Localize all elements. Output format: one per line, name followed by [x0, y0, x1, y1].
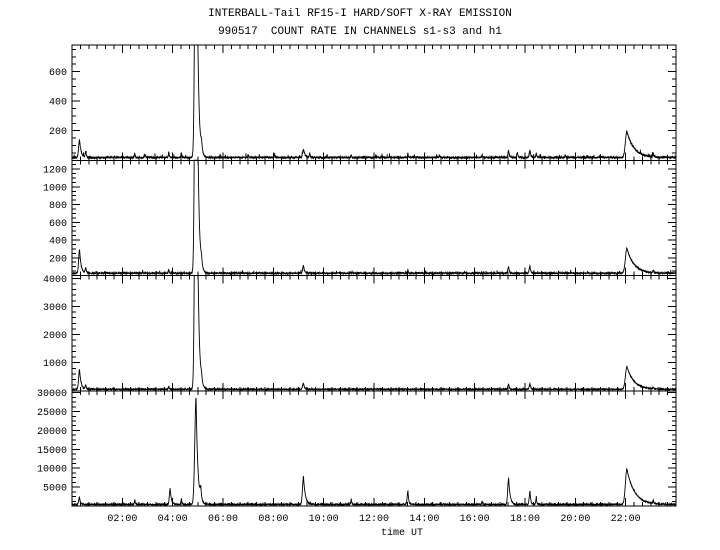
ytick-label: 30000 — [37, 389, 67, 400]
ytick-label: 20000 — [37, 427, 67, 438]
xtick-label: 22:00 — [611, 514, 641, 525]
xtick-label: 10:00 — [309, 514, 339, 525]
xtick-label: 02:00 — [107, 514, 137, 525]
ytick-label: 1200 — [43, 166, 67, 177]
ytick-label: 15000 — [37, 446, 67, 457]
ytick-label: 25000 — [37, 408, 67, 419]
xtick-label: 20:00 — [560, 514, 590, 525]
panel-box-s3 — [71, 275, 677, 392]
xtick-label: 14:00 — [409, 514, 439, 525]
chart-subtitle: 990517 COUNT RATE IN CHANNELS s1-s3 and … — [218, 26, 502, 38]
series-s1 — [71, 44, 677, 161]
xtick-label: 16:00 — [460, 514, 490, 525]
ytick-label: 200 — [49, 127, 67, 138]
panel-box-s2 — [71, 159, 677, 276]
ytick-label: 10000 — [37, 465, 67, 476]
panel-s3: 1000 2000 3000 4000 — [43, 275, 677, 392]
ytick-label: 2000 — [43, 331, 67, 342]
ytick-label: 600 — [49, 68, 67, 79]
ytick-label: 400 — [49, 98, 67, 109]
panel-box-s1 — [71, 44, 677, 161]
panel-s2: 200 400 600 800 1000 1200 — [43, 159, 677, 276]
series-s2 — [71, 159, 677, 276]
series-h1 — [71, 397, 677, 507]
xtick-label: 06:00 — [208, 514, 238, 525]
panel-box-h1 — [71, 390, 677, 507]
xtick-label: 18:00 — [510, 514, 540, 525]
ytick-label: 800 — [49, 201, 67, 212]
ytick-label: 600 — [49, 219, 67, 230]
x-axis-labels: 02:00 04:00 06:00 08:00 10:00 12:00 14:00 16:00… — [107, 514, 640, 539]
xtick-label: 12:00 — [359, 514, 389, 525]
xtick-label: 04:00 — [158, 514, 188, 525]
ytick-label: 4000 — [43, 275, 67, 286]
panel-s1: 200 400 600 — [49, 44, 677, 161]
ytick-label: 5000 — [43, 484, 67, 495]
chart-title: INTERBALL-Tail RF15-I HARD/SOFT X-RAY EM… — [208, 8, 512, 20]
ytick-label: 400 — [49, 237, 67, 248]
ytick-label: 200 — [49, 254, 67, 265]
xtick-label: 08:00 — [258, 514, 288, 525]
ytick-label: 1000 — [43, 183, 67, 194]
panel-h1: 5000 10000 15000 20000 25000 30000 — [37, 389, 677, 507]
series-s3 — [71, 275, 677, 392]
x-axis-title: time UT — [381, 527, 423, 539]
ytick-label: 3000 — [43, 303, 67, 314]
ytick-label: 1000 — [43, 359, 67, 370]
